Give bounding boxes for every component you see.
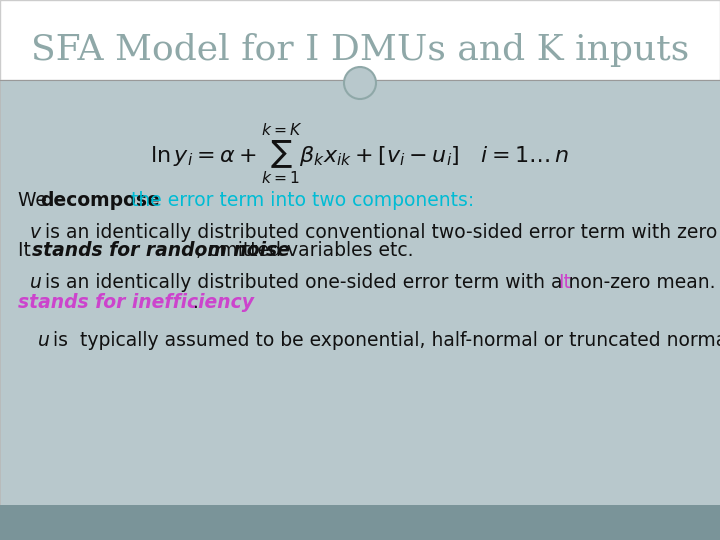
- Text: is  typically assumed to be exponential, half-normal or truncated normal: is typically assumed to be exponential, …: [47, 330, 720, 349]
- Circle shape: [344, 67, 376, 99]
- Text: stands for inefficiency: stands for inefficiency: [18, 293, 254, 312]
- FancyBboxPatch shape: [0, 80, 720, 505]
- Text: .: .: [193, 293, 199, 312]
- Text: v: v: [30, 222, 41, 241]
- Text: is an identically distributed conventional two-sided error term with zero mean.: is an identically distributed convention…: [39, 222, 720, 241]
- FancyBboxPatch shape: [0, 505, 720, 540]
- Text: u: u: [38, 330, 50, 349]
- Text: , omitted variables etc.: , omitted variables etc.: [196, 241, 413, 260]
- FancyBboxPatch shape: [0, 0, 720, 80]
- Text: is an identically distributed one-sided error term with a non-zero mean.: is an identically distributed one-sided …: [39, 273, 720, 293]
- Text: It: It: [18, 241, 37, 260]
- Text: the error term into two components:: the error term into two components:: [125, 191, 474, 210]
- Text: We: We: [18, 191, 53, 210]
- Text: decompose: decompose: [40, 191, 160, 210]
- Text: u: u: [30, 273, 42, 293]
- Text: stands for random noise: stands for random noise: [32, 241, 290, 260]
- Text: It: It: [558, 273, 571, 293]
- Text: $\ln y_i = \alpha + \sum_{k=1}^{k=K} \beta_k x_{ik} + [v_i - u_i]$   $i = 1\ldot: $\ln y_i = \alpha + \sum_{k=1}^{k=K} \be…: [150, 123, 570, 187]
- Text: SFA Model for I DMUs and K inputs: SFA Model for I DMUs and K inputs: [31, 33, 689, 67]
